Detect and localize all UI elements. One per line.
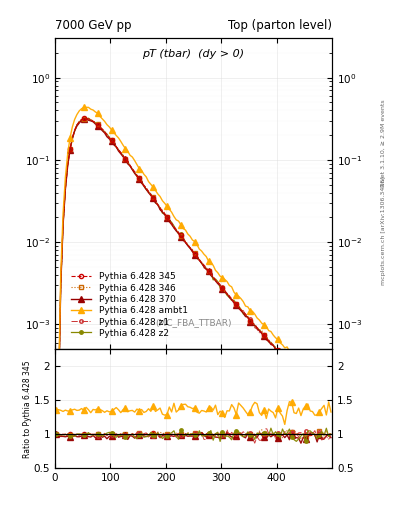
- Text: Top (parton level): Top (parton level): [228, 19, 332, 32]
- Text: Rivet 3.1.10, ≥ 2.9M events: Rivet 3.1.10, ≥ 2.9M events: [381, 99, 386, 187]
- Y-axis label: Ratio to Pythia 6.428 345: Ratio to Pythia 6.428 345: [23, 360, 32, 458]
- Text: 7000 GeV pp: 7000 GeV pp: [55, 19, 132, 32]
- Text: mcplots.cern.ch [arXiv:1306.3436]: mcplots.cern.ch [arXiv:1306.3436]: [381, 176, 386, 285]
- Text: (MC_FBA_TTBAR): (MC_FBA_TTBAR): [155, 318, 232, 327]
- Text: pT (tbar)  (dy > 0): pT (tbar) (dy > 0): [143, 49, 244, 59]
- Legend: Pythia 6.428 345, Pythia 6.428 346, Pythia 6.428 370, Pythia 6.428 ambt1, Pythia: Pythia 6.428 345, Pythia 6.428 346, Pyth…: [68, 269, 191, 342]
